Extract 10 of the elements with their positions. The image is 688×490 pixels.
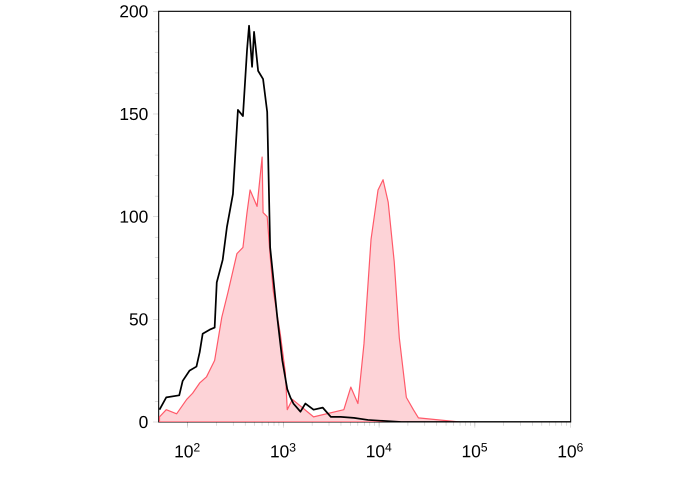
y-tick-label: 100 <box>120 210 148 223</box>
y-tick-label: 50 <box>130 313 148 326</box>
x-tick-label: 10$^{6}$ <box>558 443 583 458</box>
x-tick-label: 10$^{4}$ <box>367 443 392 458</box>
x-tick-label: 10$^{2}$ <box>175 443 200 458</box>
x-tick-label: 10$^{3}$ <box>271 443 296 458</box>
x-tick-label: 10$^{5}$ <box>462 443 488 458</box>
y-tick-label: 150 <box>120 108 148 120</box>
y-tick-label: 0 <box>139 416 148 428</box>
y-tick-label: 200 <box>120 5 148 18</box>
